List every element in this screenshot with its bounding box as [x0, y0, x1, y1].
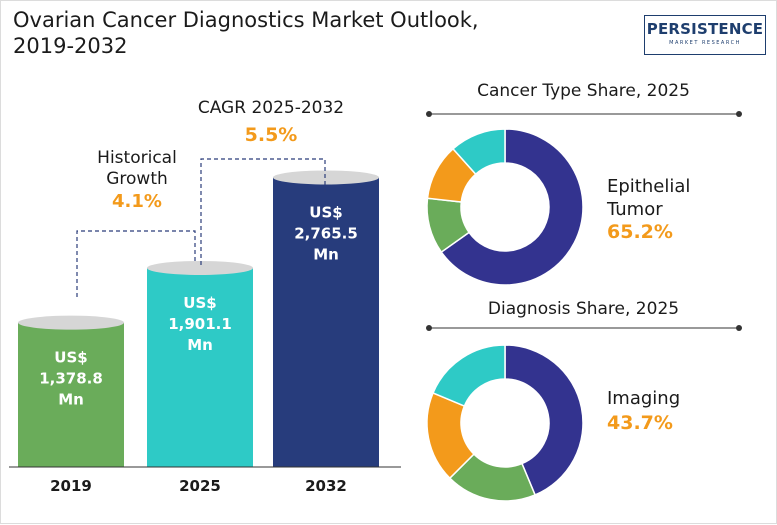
- bar-2025: [147, 267, 253, 467]
- diagnosis-highlight: Imaging 43.7%: [607, 387, 680, 435]
- cancer-type-divider: [426, 111, 742, 117]
- bar-cap-2032: [273, 170, 379, 185]
- bar-cap-2025: [147, 260, 253, 275]
- diagnosis-title: Diagnosis Share, 2025: [481, 299, 686, 319]
- bar-value-label-2032-2: Mn: [313, 245, 339, 263]
- cagr-label: CAGR 2025-2032 5.5%: [191, 97, 351, 146]
- cancer-type-slice-3: [451, 128, 506, 176]
- historical-growth-line-1: Historical: [97, 148, 177, 168]
- cancer-type-highlight-line-2: Tumor: [607, 199, 663, 220]
- cancer-type-slice-0: [440, 128, 584, 286]
- bar-value-label-2019-2: Mn: [58, 391, 84, 409]
- logo-subtitle: MARKET RESEARCH: [669, 40, 741, 46]
- category-label-2025: 2025: [179, 477, 221, 495]
- diagnosis-slice-3: [432, 344, 506, 408]
- historical-growth-connector: [76, 230, 196, 297]
- bar-value-label-2019-0: US$: [54, 349, 87, 367]
- historical-growth-label: Historical Growth 4.1%: [77, 148, 197, 212]
- cagr-label-text: CAGR 2025-2032: [197, 98, 345, 118]
- bar-value-label-2032-0: US$: [309, 203, 342, 221]
- cancer-type-title: Cancer Type Share, 2025: [471, 81, 696, 101]
- cancer-type-highlight-line-1: Epithelial: [607, 176, 691, 197]
- historical-growth-value: 4.1%: [112, 191, 162, 212]
- cancer-type-section-title: Cancer Type Share, 2025: [426, 81, 741, 101]
- logo-name: PERSISTENCE: [646, 20, 764, 38]
- cagr-value: 5.5%: [244, 124, 298, 146]
- bar-value-label-2025-0: US$: [183, 294, 216, 312]
- diagnosis-section-title: Diagnosis Share, 2025: [426, 299, 741, 319]
- diagnosis-slice-0: [504, 344, 584, 496]
- title-line-2: 2019-2032: [13, 34, 128, 58]
- diagnosis-donut-chart: [426, 344, 584, 502]
- bar-value-label-2025-1: 1,901.1: [168, 315, 232, 333]
- category-label-2019: 2019: [50, 477, 92, 495]
- cagr-connector: [200, 158, 326, 265]
- persistence-logo: PERSISTENCE MARKET RESEARCH: [644, 15, 766, 55]
- bar-2032: [273, 177, 379, 467]
- bar-2019: [18, 322, 124, 467]
- historical-growth-line-2: Growth: [106, 169, 168, 189]
- page-title: Ovarian Cancer Diagnostics Market Outloo…: [13, 7, 573, 59]
- cancer-type-highlight-value: 65.2%: [607, 221, 673, 243]
- diagnosis-divider: [426, 325, 742, 331]
- category-label-2032: 2032: [305, 477, 347, 495]
- market-size-bar-chart: US$ 1,378.8 Mn 2019 US$ 1,901.1 Mn 2025 US$ 2,765…: [9, 158, 401, 495]
- title-line-1: Ovarian Cancer Diagnostics Market Outloo…: [13, 8, 479, 32]
- bar-cap-2019: [18, 315, 124, 330]
- diagnosis-highlight-label: Imaging: [607, 388, 681, 409]
- cancer-type-highlight: Epithelial Tumor 65.2%: [607, 175, 690, 244]
- diagnosis-highlight-value: 43.7%: [607, 412, 673, 434]
- bar-value-label-2019-1: 1,378.8: [39, 370, 103, 388]
- bar-value-label-2025-2: Mn: [187, 336, 213, 354]
- bar-value-label-2032-1: 2,765.5: [294, 224, 358, 242]
- cancer-type-donut-chart: [426, 128, 584, 286]
